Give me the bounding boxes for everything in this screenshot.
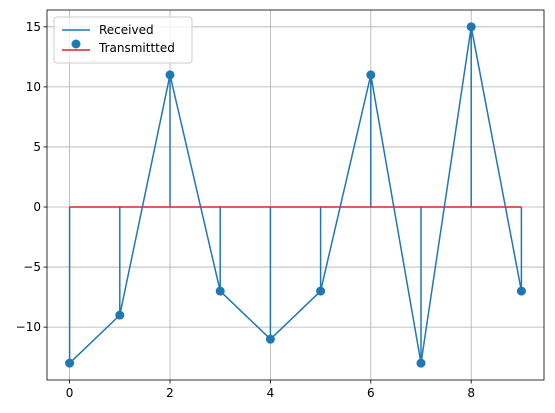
stem-marker xyxy=(366,70,376,80)
x-tick-label: 6 xyxy=(367,386,375,400)
grid xyxy=(47,10,544,380)
stem-marker xyxy=(115,310,125,320)
x-tick-label: 4 xyxy=(267,386,275,400)
x-tick-label: 8 xyxy=(467,386,475,400)
x-tick-label: 2 xyxy=(166,386,174,400)
y-tick-label: 5 xyxy=(33,140,41,154)
stem-marker xyxy=(466,22,476,32)
legend-label-transmitted: Transmittted xyxy=(98,41,175,55)
y-tick-label: −10 xyxy=(16,320,41,334)
legend-label-received: Received xyxy=(99,23,154,37)
y-axis: −10 −5 0 5 10 15 xyxy=(16,20,47,334)
stem-marker xyxy=(516,286,526,296)
stem-marker xyxy=(65,358,75,368)
legend-box xyxy=(53,16,193,64)
y-tick-label: −5 xyxy=(23,260,41,274)
y-tick-label: 10 xyxy=(26,80,41,94)
stem-marker xyxy=(215,286,225,296)
series-line-received xyxy=(69,26,523,364)
x-axis: 0 2 4 6 8 xyxy=(66,380,475,400)
stem-marker xyxy=(416,358,426,368)
x-tick-label: 0 xyxy=(66,386,74,400)
y-tick-label: 0 xyxy=(33,200,41,214)
stem-marker xyxy=(316,286,326,296)
stem-lines xyxy=(68,26,523,364)
legend-swatch-transmitted-marker xyxy=(71,39,81,49)
stem-marker xyxy=(165,70,175,80)
axes-frame xyxy=(46,9,545,381)
legend: Received Transmittted xyxy=(53,16,193,64)
stem-markers xyxy=(65,22,526,368)
y-tick-label: 15 xyxy=(26,20,41,34)
stem-marker xyxy=(265,334,275,344)
